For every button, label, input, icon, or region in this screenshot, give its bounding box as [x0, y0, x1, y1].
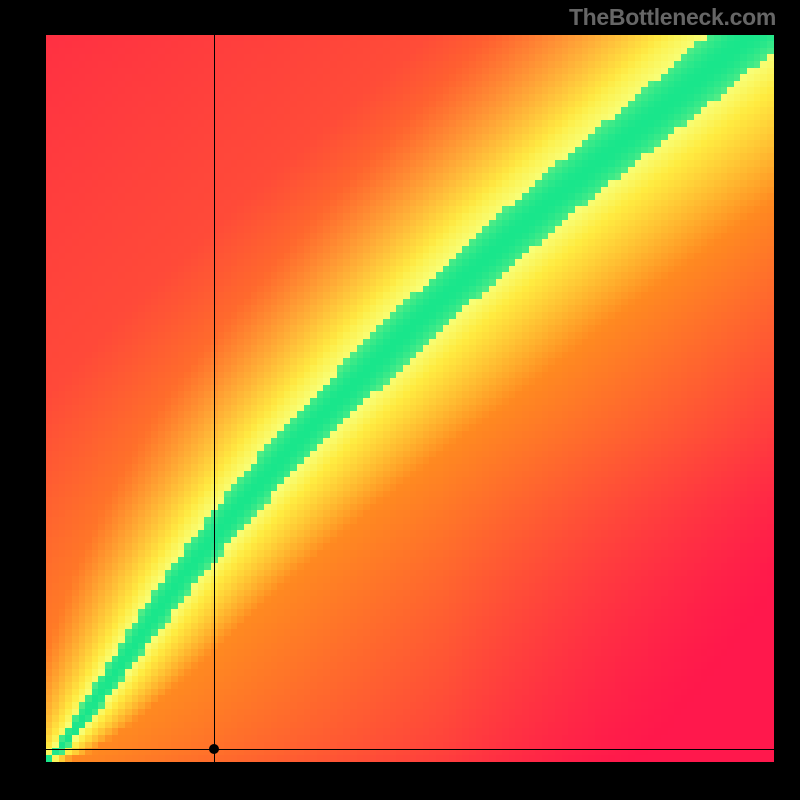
bottleneck-heatmap: [46, 35, 774, 762]
selection-marker: [209, 744, 219, 754]
watermark-text: TheBottleneck.com: [569, 4, 776, 31]
chart-container: TheBottleneck.com: [0, 0, 800, 800]
crosshair-horizontal: [46, 749, 774, 750]
crosshair-vertical: [214, 35, 215, 762]
